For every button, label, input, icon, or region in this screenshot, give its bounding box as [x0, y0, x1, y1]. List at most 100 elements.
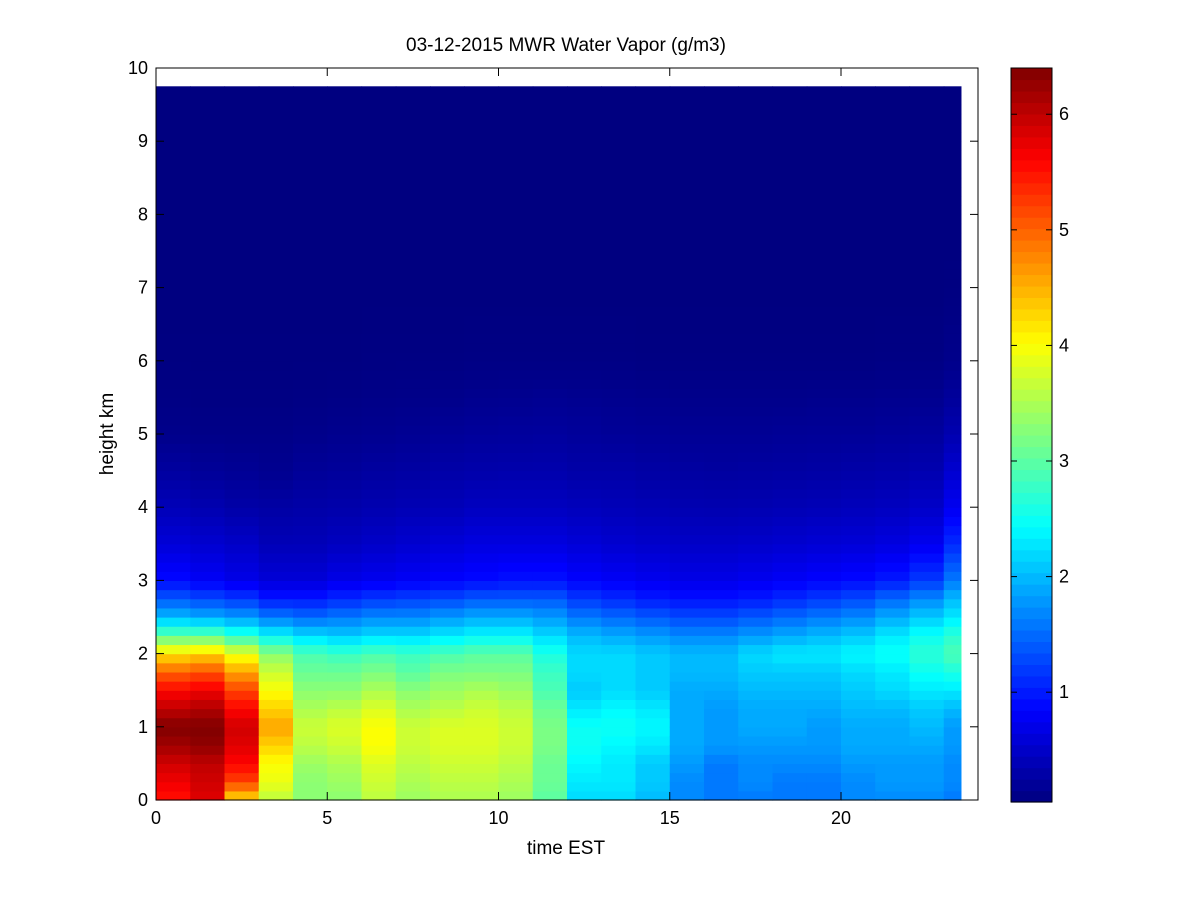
heatmap-cell	[738, 534, 774, 545]
heatmap-cell	[704, 617, 739, 627]
heatmap-cell	[498, 205, 534, 215]
heatmap-cell	[704, 690, 739, 700]
heatmap-cell	[704, 278, 739, 289]
heatmap-cell	[464, 132, 500, 142]
heatmap-cell	[738, 315, 774, 325]
heatmap-cell	[258, 260, 294, 270]
heatmap-cell	[738, 95, 774, 106]
heatmap-cell	[430, 690, 465, 700]
heatmap-cell	[361, 315, 397, 325]
heatmap-cell	[430, 104, 465, 115]
heatmap-cell	[361, 104, 397, 115]
heatmap-cell	[464, 86, 500, 97]
heatmap-cell	[806, 150, 842, 161]
heatmap-cell	[532, 525, 568, 536]
heatmap-cell	[532, 662, 568, 673]
heatmap-cell	[464, 507, 500, 517]
heatmap-cell	[293, 690, 328, 700]
heatmap-cell	[190, 379, 226, 389]
heatmap-cell	[532, 635, 568, 646]
heatmap-cell	[909, 726, 945, 737]
heatmap-cell	[224, 260, 260, 270]
heatmap-cell	[498, 562, 534, 572]
heatmap-cell	[532, 717, 568, 728]
heatmap-cell	[669, 186, 705, 197]
heatmap-cell	[875, 726, 911, 737]
heatmap-cell	[841, 177, 876, 188]
heatmap-cell	[498, 351, 534, 362]
heatmap-cell	[224, 159, 260, 170]
y-tick-label: 10	[128, 58, 148, 78]
heatmap-cell	[669, 772, 705, 783]
heatmap-cell	[224, 424, 260, 435]
heatmap-cell	[841, 580, 876, 591]
heatmap-cell	[806, 351, 842, 362]
heatmap-cell	[190, 754, 226, 764]
heatmap-cell	[224, 278, 260, 289]
heatmap-cell	[806, 177, 842, 188]
heatmap-cell	[430, 95, 465, 106]
heatmap-cell	[601, 287, 637, 298]
heatmap-cell	[224, 470, 260, 481]
heatmap-cell	[909, 186, 945, 197]
heatmap-cell	[430, 671, 465, 682]
heatmap-cell	[430, 488, 465, 499]
heatmap-cell	[327, 763, 363, 774]
heatmap-cell	[806, 159, 842, 170]
heatmap-cell	[601, 662, 637, 673]
heatmap-cell	[806, 452, 842, 463]
colorbar-band	[1011, 251, 1052, 264]
heatmap-cell	[567, 745, 602, 755]
heatmap-cell	[464, 781, 500, 792]
heatmap-cell	[567, 351, 602, 362]
heatmap-cell	[669, 635, 705, 646]
heatmap-cell	[430, 726, 465, 737]
heatmap-cell	[806, 644, 842, 655]
heatmap-cell	[738, 488, 774, 499]
heatmap-cell	[190, 470, 226, 481]
heatmap-cell	[327, 726, 363, 737]
heatmap-cell	[293, 205, 328, 215]
heatmap-cell	[293, 397, 328, 408]
heatmap-cell	[430, 617, 465, 627]
heatmap-cell	[361, 369, 397, 380]
heatmap-cell	[875, 552, 911, 563]
heatmap-cell	[943, 260, 962, 270]
heatmap-cell	[327, 607, 363, 618]
heatmap-cell	[635, 434, 671, 444]
heatmap-cell	[841, 671, 876, 682]
heatmap-cell	[601, 525, 637, 536]
heatmap-cell	[567, 214, 602, 225]
heatmap-cell	[669, 168, 705, 179]
heatmap-cell	[327, 507, 363, 517]
heatmap-cell	[361, 342, 397, 353]
heatmap-cell	[841, 452, 876, 463]
heatmap-cell	[806, 653, 842, 664]
heatmap-cell	[669, 141, 705, 151]
heatmap-cell	[464, 150, 500, 161]
heatmap-cell	[532, 287, 568, 298]
heatmap-cell	[395, 214, 431, 225]
heatmap-cell	[430, 305, 465, 316]
heatmap-cell	[361, 681, 397, 691]
heatmap-cell	[943, 507, 962, 517]
heatmap-cell	[498, 498, 534, 508]
heatmap-cell	[258, 699, 294, 710]
heatmap-cell	[258, 113, 294, 124]
heatmap-cell	[327, 516, 363, 527]
heatmap-cell	[190, 562, 226, 572]
heatmap-cell	[875, 452, 911, 463]
heatmap-cell	[395, 141, 431, 151]
heatmap-cell	[943, 772, 962, 783]
heatmap-cell	[704, 516, 739, 527]
heatmap-cell	[635, 562, 671, 572]
heatmap-cell	[430, 754, 465, 764]
heatmap-cell	[532, 690, 568, 700]
heatmap-cell	[635, 488, 671, 499]
heatmap-cell	[464, 315, 500, 325]
heatmap-cell	[258, 223, 294, 234]
heatmap-cell	[293, 369, 328, 380]
heatmap-cell	[635, 671, 671, 682]
heatmap-cell	[635, 781, 671, 792]
colorbar-band	[1011, 274, 1052, 287]
